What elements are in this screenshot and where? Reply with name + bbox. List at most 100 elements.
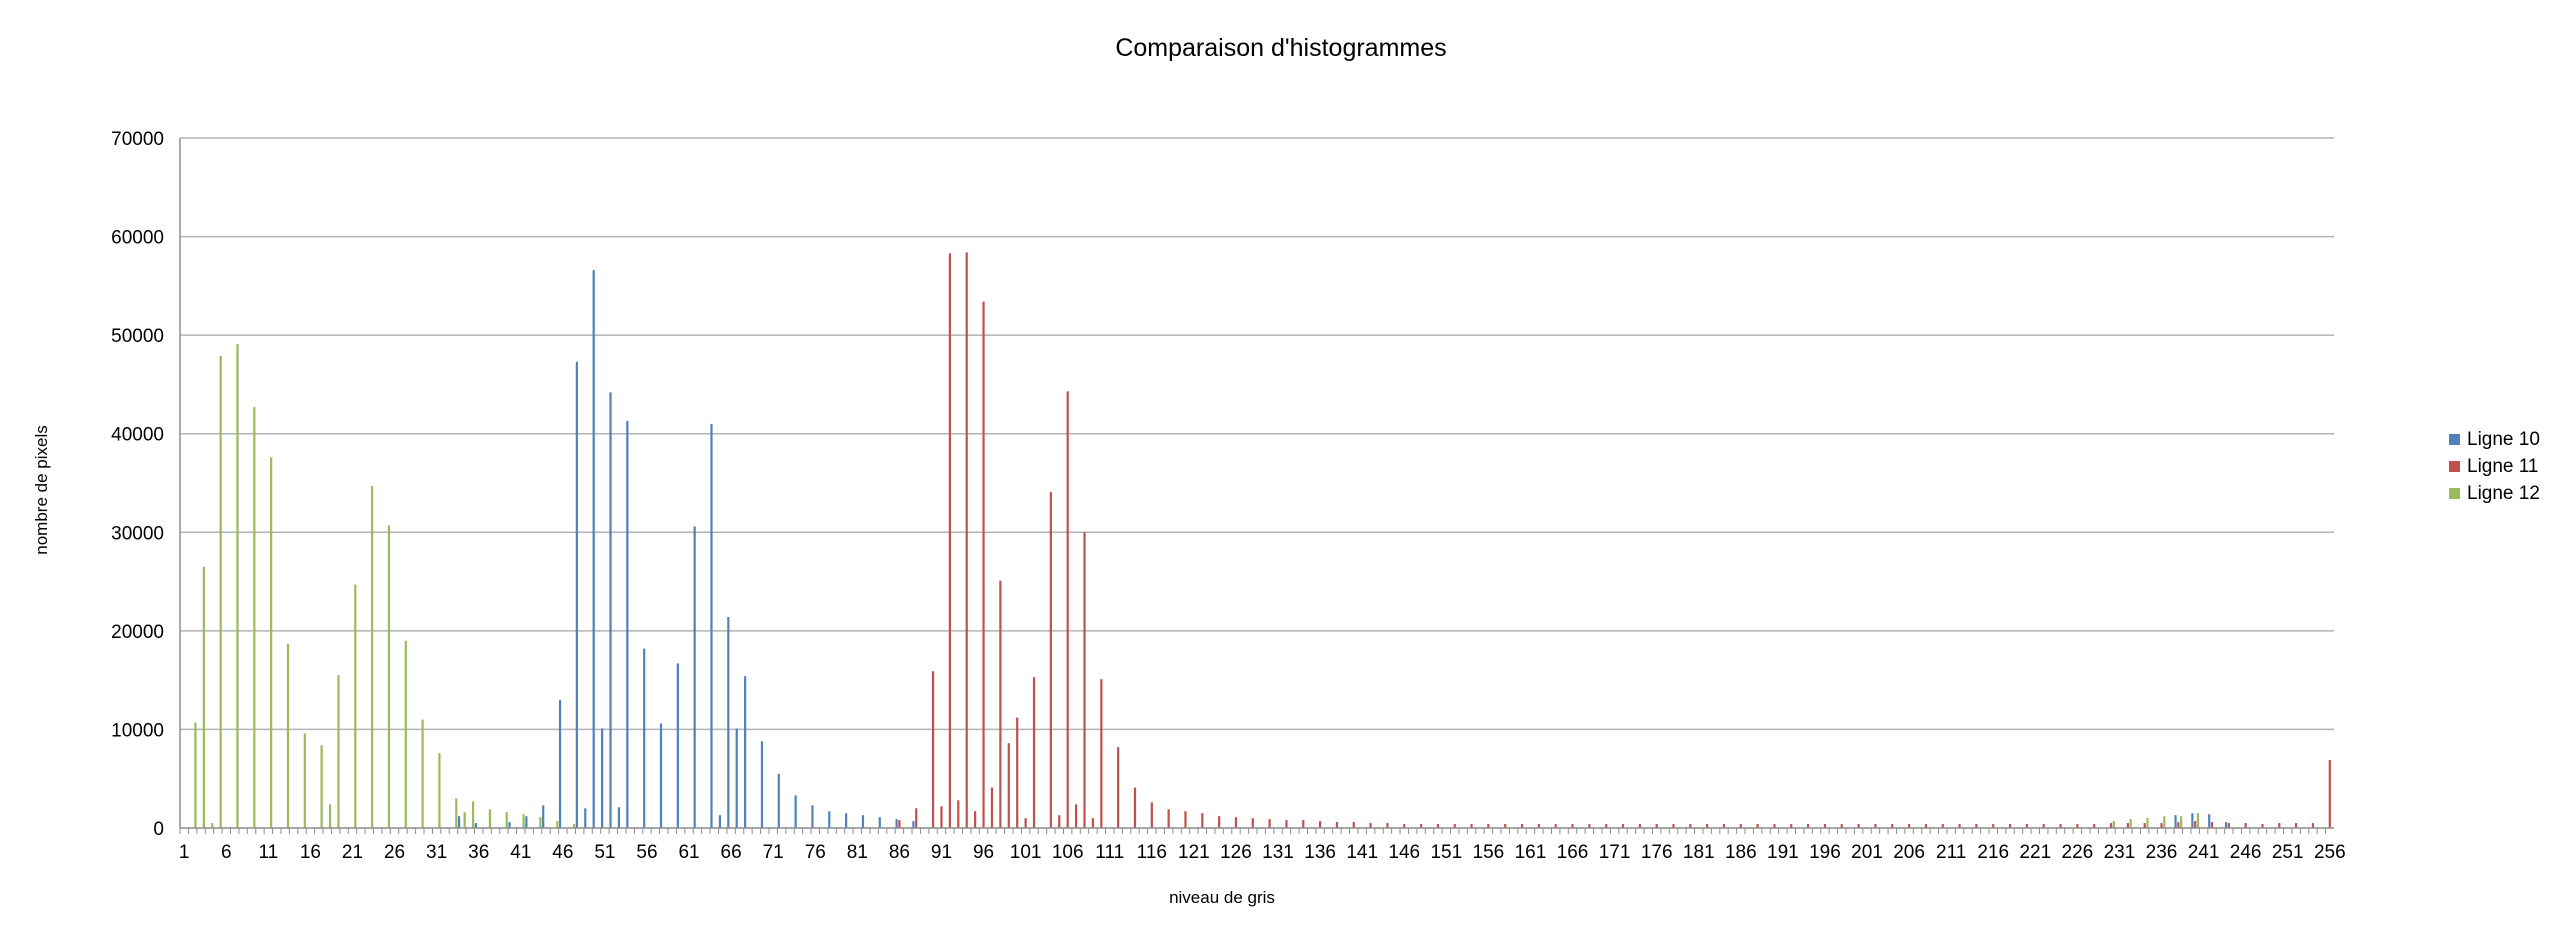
bar-ligne-11 <box>2194 821 2197 828</box>
x-tick-label: 121 <box>1178 842 1210 863</box>
bar-ligne-11 <box>1184 811 1187 828</box>
bar-ligne-11 <box>1032 677 1036 828</box>
bar-ligne-12 <box>471 801 475 828</box>
bar-ligne-10 <box>474 823 477 828</box>
bar-ligne-11 <box>1386 823 1389 828</box>
x-tick-label: 176 <box>1641 842 1673 863</box>
bar-ligne-10 <box>508 822 511 828</box>
bar-ligne-10 <box>744 676 747 828</box>
x-tick-label: 171 <box>1599 842 1631 863</box>
bar-ligne-11 <box>948 253 951 829</box>
bar-ligne-12 <box>539 817 542 828</box>
bar-ligne-11 <box>1302 820 1305 828</box>
x-tick-label: 186 <box>1725 842 1757 863</box>
bar-ligne-12 <box>194 722 197 828</box>
x-tick-label: 131 <box>1262 842 1294 863</box>
bar-ligne-12 <box>2112 821 2115 828</box>
y-tick-labels: 0 10000 20000 30000 40000 50000 60000 70000 <box>111 129 164 840</box>
bar-ligne-11 <box>1024 818 1027 828</box>
y-tick-label: 30000 <box>111 523 164 544</box>
x-tick-label: 51 <box>594 842 615 863</box>
bar-ligne-11 <box>1672 824 1675 828</box>
x-tick-label: 21 <box>342 842 363 863</box>
y-tick-label: 0 <box>153 819 164 840</box>
bar-ligne-11 <box>1268 819 1271 828</box>
bar-ligne-10 <box>558 699 562 828</box>
bar-ligne-12 <box>2196 813 2200 828</box>
bar-ligne-11 <box>931 671 935 828</box>
x-tick-label: 136 <box>1304 842 1336 863</box>
bar-ligne-11 <box>1621 824 1625 828</box>
x-tick-label: 81 <box>847 842 868 863</box>
bar-ligne-11 <box>2076 824 2079 828</box>
bar-ligne-11 <box>1319 821 1322 828</box>
bar-ligne-11 <box>1049 491 1052 828</box>
bar-ligne-12 <box>387 525 391 828</box>
legend-label: Ligne 11 <box>2467 456 2539 477</box>
bar-ligne-11 <box>1074 804 1078 828</box>
gridlines <box>180 137 2334 731</box>
x-tick-label: 161 <box>1515 842 1547 863</box>
x-tick-label: 151 <box>1430 842 1462 863</box>
bar-ligne-11 <box>1655 824 1658 828</box>
bar-ligne-11 <box>1285 820 1288 828</box>
bar-ligne-11 <box>1058 815 1061 828</box>
bar-ligne-10 <box>794 795 797 828</box>
x-tick-label: 166 <box>1557 842 1589 863</box>
bar-ligne-12 <box>572 824 576 828</box>
bar-ligne-11 <box>1992 824 1995 828</box>
bar-ligne-11 <box>1369 823 1372 828</box>
bar-ligne-11 <box>1419 824 1423 828</box>
x-axis-label: niveau de gris <box>1169 888 1275 907</box>
bar-ligne-10 <box>861 815 865 828</box>
y-tick-label: 40000 <box>111 425 164 446</box>
legend-swatch <box>2449 434 2460 445</box>
bar-ligne-12 <box>202 566 205 828</box>
bar-ligne-11 <box>2311 823 2315 828</box>
x-tick-label: 231 <box>2104 842 2136 863</box>
bar-ligne-10 <box>735 728 738 828</box>
bar-ligne-12 <box>2180 816 2183 828</box>
bar-ligne-10 <box>828 811 831 828</box>
bar-ligne-11 <box>1689 824 1692 828</box>
bar-ligne-11 <box>940 806 943 828</box>
x-tick-label: 236 <box>2146 842 2178 863</box>
x-tick-label: 251 <box>2272 842 2304 863</box>
x-tick-label: 191 <box>1767 842 1799 863</box>
bar-ligne-11 <box>2109 823 2113 828</box>
bar-ligne-11 <box>2025 824 2028 828</box>
bar-ligne-11 <box>1722 824 1726 828</box>
bar-ligne-11 <box>1554 824 1557 828</box>
x-tick-label: 31 <box>426 842 447 863</box>
bar-ligne-11 <box>2295 823 2298 828</box>
bar-ligne-10 <box>2224 822 2228 828</box>
x-tick-label: 61 <box>678 842 699 863</box>
bar-ligne-10 <box>609 392 612 828</box>
legend-label: Ligne 12 <box>2467 483 2540 504</box>
bar-ligne-11 <box>1436 824 1440 828</box>
x-tick-label: 116 <box>1137 842 1167 863</box>
bar-ligne-12 <box>354 584 357 828</box>
bar-ligne-11 <box>1924 824 1928 828</box>
bar-ligne-11 <box>1638 824 1641 828</box>
x-tick-label: 241 <box>2188 842 2220 863</box>
chart-title: Comparaison d'histogrammes <box>1115 34 1446 62</box>
bar-ligne-11 <box>1756 824 1759 828</box>
bar-ligne-11 <box>2160 823 2163 828</box>
legend-swatch <box>2449 461 2460 472</box>
bar-ligne-11 <box>1739 824 1742 828</box>
x-tick-label: 156 <box>1473 842 1505 863</box>
x-tick-label: 196 <box>1809 842 1841 863</box>
legend: Ligne 10 Ligne 11 Ligne 12 <box>2449 429 2540 504</box>
bar-ligne-11 <box>1907 824 1911 828</box>
bar-ligne-11 <box>1790 824 1793 828</box>
bar-ligne-12 <box>236 344 239 828</box>
x-tick-label: 36 <box>468 842 489 863</box>
x-tick-label: 256 <box>2314 842 2346 863</box>
bar-ligne-11 <box>2210 822 2214 828</box>
bar-ligne-11 <box>2008 824 2012 828</box>
bar-ligne-10 <box>845 813 848 828</box>
bar-ligne-10 <box>617 807 621 828</box>
bar-ligne-12 <box>488 809 492 828</box>
